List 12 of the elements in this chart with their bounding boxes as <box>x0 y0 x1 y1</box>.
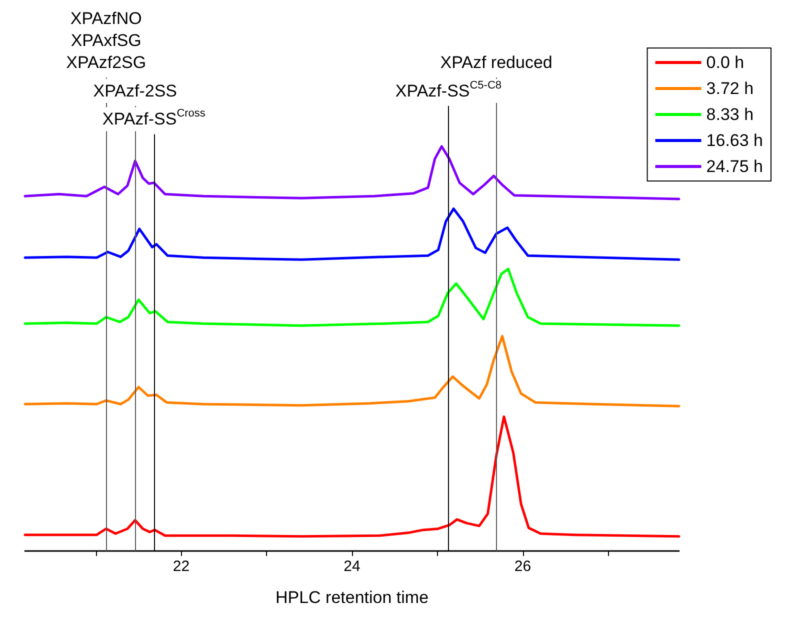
legend-label: 8.33 h <box>706 105 754 124</box>
ref-line-label: XPAzfNO XPAxfSG XPAzf2SG <box>66 9 146 72</box>
x-axis-title: HPLC retention time <box>275 588 429 607</box>
x-tick-label: 26 <box>514 558 532 575</box>
legend-label: 16.63 h <box>706 131 764 150</box>
x-tick-label: 24 <box>344 558 360 575</box>
x-tick-label: 22 <box>172 558 190 575</box>
legend-label: 3.72 h <box>706 79 754 98</box>
ref-line-label: XPAzf reduced <box>440 53 552 72</box>
legend-label: 0.0 h <box>706 53 744 72</box>
ref-line-label: XPAzf-2SS <box>93 81 178 100</box>
legend-label: 24.75 h <box>706 157 764 176</box>
